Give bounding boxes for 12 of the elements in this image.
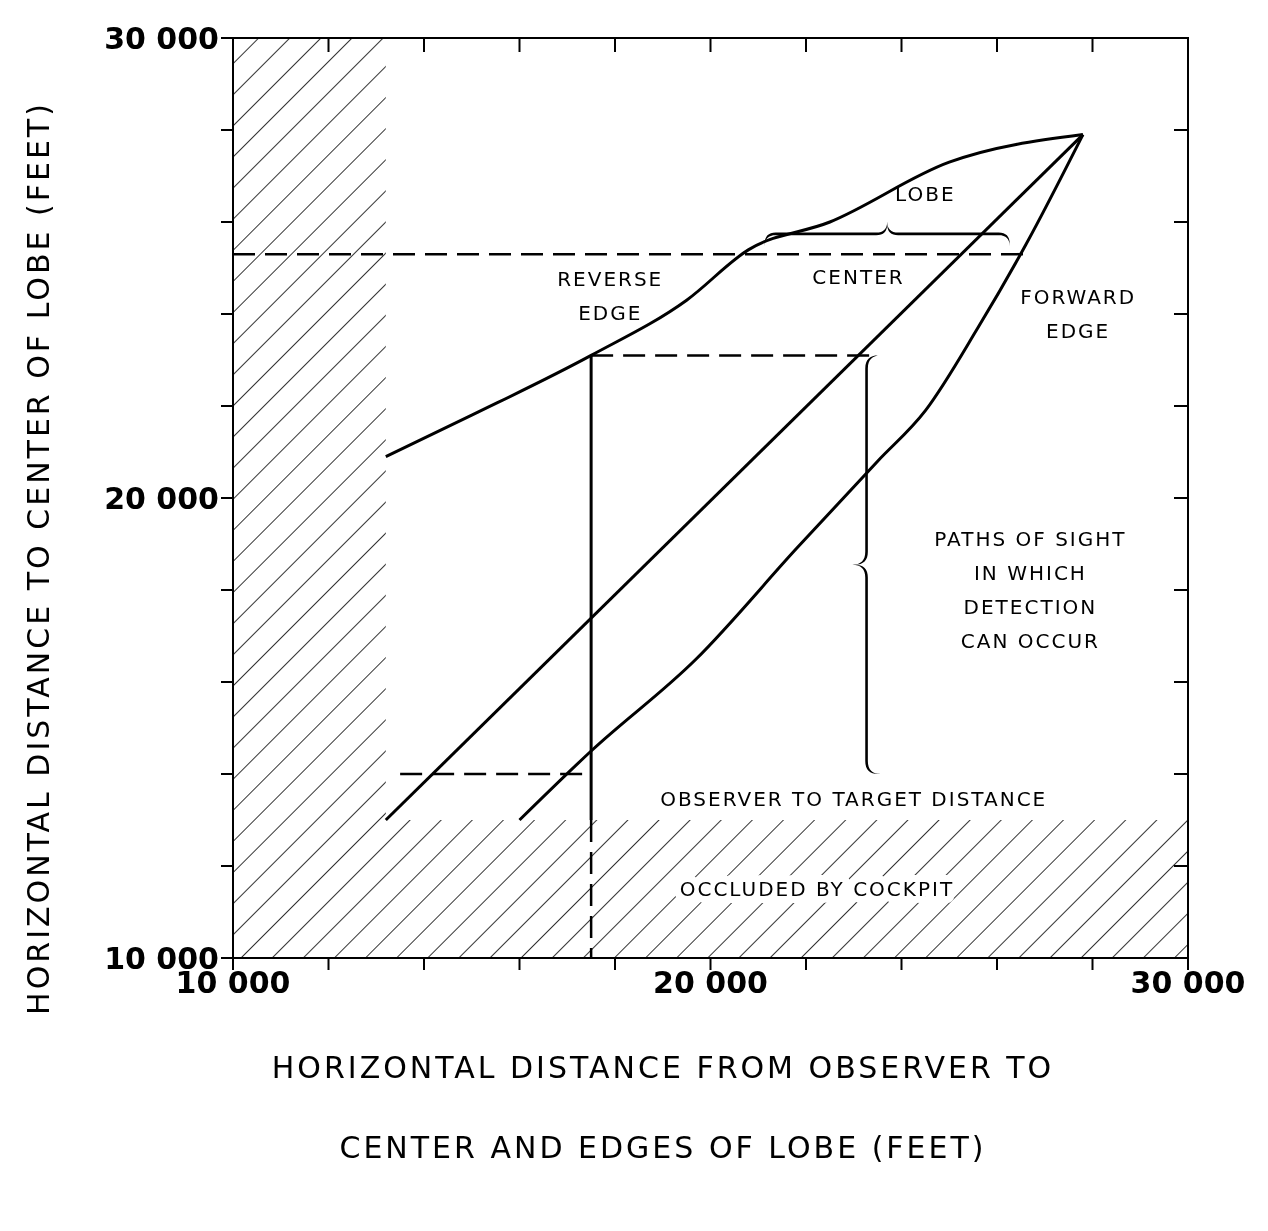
y-axis-title: HORIZONTAL DISTANCE TO CENTER OF LOBE (FEET) [20,101,56,1015]
annotation: CENTER [812,265,905,290]
text: HORIZONTAL DISTANCE FROM OBSERVER TO CENTER AND EDGES OF LOBE (FEET) [271,1050,1055,1165]
annotation: REVERSE EDGE [557,266,664,325]
y-tick-label: 20 000 [104,480,219,516]
y-tick-label: 30 000 [104,20,219,56]
annotation: FORWARD EDGE [1020,285,1137,343]
annotation: PATHS OF SIGHT IN WHICH DETECTION CAN OCCUR [934,527,1127,653]
x-tick-label: 20 000 [653,965,768,1001]
annotation: OBSERVER TO TARGET DISTANCE [660,787,1048,812]
x-tick-label: 30 000 [1130,965,1246,1001]
annotation: LOBE [895,182,956,207]
